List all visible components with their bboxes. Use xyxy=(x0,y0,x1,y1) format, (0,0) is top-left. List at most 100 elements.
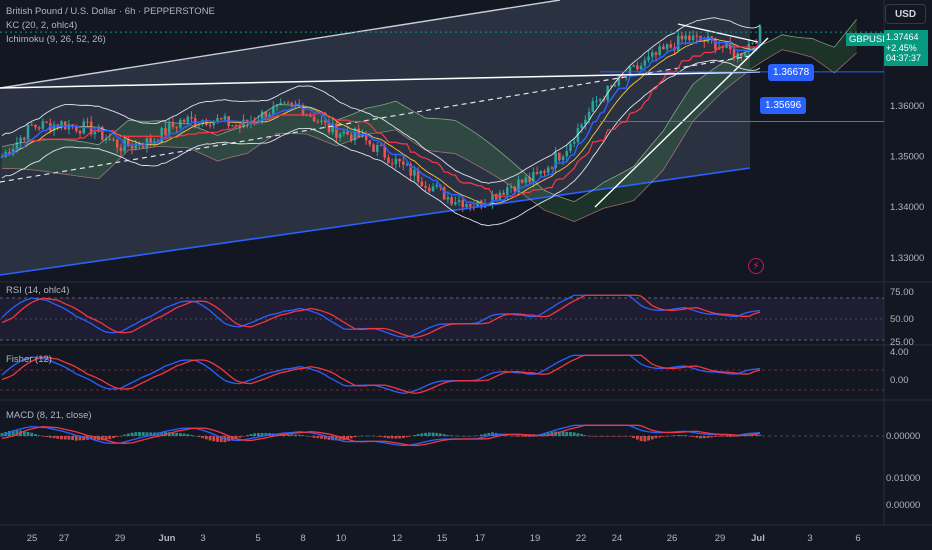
candle-body xyxy=(175,126,178,128)
candle-body xyxy=(286,102,290,104)
kijun-sen xyxy=(1,41,761,199)
candle-body xyxy=(375,144,379,152)
candle-body xyxy=(323,120,327,123)
candle-body xyxy=(342,131,346,134)
candle-body xyxy=(524,177,528,183)
candle-body xyxy=(665,44,669,50)
macd-histogram-bar xyxy=(60,436,63,440)
candle-body xyxy=(751,42,754,44)
senkou-span-b xyxy=(1,49,857,223)
candle-body xyxy=(405,164,409,166)
macd-histogram-bar xyxy=(427,432,431,436)
macd-histogram-bar xyxy=(520,436,524,437)
macd-histogram-bar xyxy=(524,436,528,437)
macd-histogram-bar xyxy=(624,436,628,437)
macd-histogram-bar xyxy=(394,436,398,439)
time-tick-label: 27 xyxy=(59,533,70,544)
macd-histogram-bar xyxy=(204,436,208,440)
candle-body xyxy=(37,127,41,129)
candle-body xyxy=(372,144,375,152)
candle-body xyxy=(680,35,684,40)
macd-histogram-bar xyxy=(41,436,45,437)
price-tick-label: 1.34000 xyxy=(890,202,924,213)
macd-histogram-bar xyxy=(531,436,535,437)
candle-body xyxy=(684,35,687,40)
kc-indicator-label[interactable]: KC (20, 2, ohlc4) xyxy=(6,20,78,31)
macd-histogram-bar xyxy=(557,431,561,436)
macd-histogram-bar xyxy=(364,435,368,437)
candle-body xyxy=(569,143,572,152)
macd-histogram-bar xyxy=(609,436,613,437)
macd-histogram-bar xyxy=(583,435,587,436)
macd-tick-label: 0.00000 xyxy=(886,500,920,511)
keltner-lower xyxy=(1,59,761,227)
macd-histogram-bar xyxy=(591,436,595,437)
candle-body xyxy=(301,105,305,116)
macd-histogram-bar xyxy=(141,432,145,436)
candle-body xyxy=(97,126,100,132)
candle-body xyxy=(598,99,602,101)
keltner-middle xyxy=(1,38,761,205)
candle-body xyxy=(387,157,390,164)
candle-body xyxy=(115,139,119,148)
macd-histogram-bar xyxy=(416,433,420,436)
senkou-span-a xyxy=(1,19,857,203)
candle-body xyxy=(320,120,323,122)
candle-body xyxy=(268,114,271,119)
fisher-pane-label[interactable]: Fisher (12) xyxy=(6,354,52,365)
macd-histogram-bar xyxy=(754,434,758,436)
candle-body xyxy=(260,111,264,121)
candle-body xyxy=(520,179,524,183)
candle-body xyxy=(167,123,171,136)
rsi-pane-label[interactable]: RSI (14, ohlc4) xyxy=(6,285,70,296)
macd-histogram-bar xyxy=(361,435,364,437)
macd-histogram-bar xyxy=(48,436,52,438)
macd-histogram-bar xyxy=(219,436,223,443)
currency-button[interactable]: USD xyxy=(885,4,926,24)
trend-line-resistance xyxy=(677,23,759,43)
time-tick-label: 29 xyxy=(715,533,726,544)
candle-body xyxy=(34,125,37,128)
candle-body xyxy=(127,139,130,147)
price-level-tag[interactable]: 1.35696 xyxy=(760,97,807,114)
macd-histogram-bar xyxy=(286,434,290,436)
macd-histogram-bar xyxy=(119,435,123,437)
macd-histogram-bar xyxy=(63,436,67,440)
macd-histogram-bar xyxy=(725,436,728,437)
macd-histogram-bar xyxy=(561,431,565,436)
trend-line-support xyxy=(594,37,769,208)
macd-histogram-bar xyxy=(171,432,175,436)
macd-histogram-bar xyxy=(758,434,762,436)
macd-histogram-bar xyxy=(323,436,327,440)
macd-histogram-bar xyxy=(688,436,691,437)
candle-body xyxy=(364,133,368,141)
candle-body xyxy=(171,123,175,127)
macd-histogram-bar xyxy=(450,435,453,436)
candle-body xyxy=(346,131,349,135)
candle-body xyxy=(580,124,583,129)
macd-histogram-bar xyxy=(684,435,688,436)
candle-body xyxy=(450,197,453,205)
macd-histogram-bar xyxy=(193,435,197,437)
candle-body xyxy=(532,172,535,182)
macd-histogram-bar xyxy=(665,436,669,437)
macd-histogram-bar xyxy=(669,435,673,437)
macd-histogram-bar xyxy=(661,436,665,437)
candle-body xyxy=(431,186,435,192)
candle-body xyxy=(691,35,695,41)
macd-histogram-bar xyxy=(212,436,216,442)
macd-pane-label[interactable]: MACD (8, 21, close) xyxy=(6,410,92,421)
price-level-tag[interactable]: 1.36678 xyxy=(768,64,815,81)
ichimoku-indicator-label[interactable]: Ichimoku (9, 26, 52, 26) xyxy=(6,34,106,45)
lightning-icon[interactable]: ⚡ xyxy=(748,258,764,274)
macd-histogram-bar xyxy=(442,434,446,436)
bar-countdown: 04:37:37 xyxy=(886,53,922,63)
macd-histogram-bar xyxy=(721,436,725,437)
candle-body xyxy=(647,56,650,61)
macd-histogram-bar xyxy=(635,436,639,440)
candle-body xyxy=(179,119,182,128)
candle-body xyxy=(101,126,104,140)
candle-body xyxy=(636,65,639,70)
macd-histogram-bar xyxy=(134,432,138,436)
